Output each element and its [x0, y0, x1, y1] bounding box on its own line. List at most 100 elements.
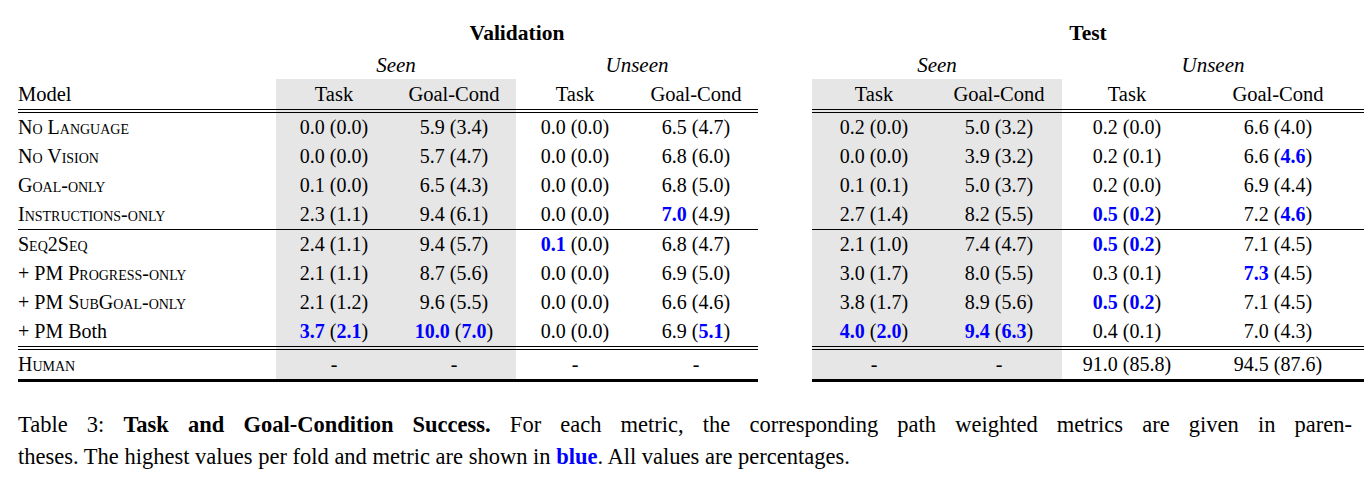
path-weighted-value: 5.7 — [457, 233, 482, 255]
model-label: + PM Progress-only — [18, 259, 276, 288]
metric-value: 10.0 — [415, 320, 450, 342]
metric-value: 2.1 — [300, 262, 325, 284]
path-weighted-value: 0.0 — [337, 174, 362, 196]
metric-cell: 7.4 (4.7) — [936, 230, 1062, 260]
path-weighted-value: 4.3 — [1281, 320, 1306, 342]
metric-value: 6.6 — [1244, 116, 1269, 138]
path-weighted-value: 4.7 — [699, 233, 724, 255]
metric-cell: 8.0 (5.5) — [936, 259, 1062, 288]
metric-value: 8.0 — [965, 262, 990, 284]
seen-subheader: Seen — [276, 51, 516, 79]
path-weighted-value: 1.2 — [337, 291, 362, 313]
metric-value: 0.0 — [300, 116, 325, 138]
table-row: 3.0 (1.7)8.0 (5.5)0.3 (0.1)7.3 (4.5) — [812, 259, 1364, 288]
metric-cell: 3.9 (3.2) — [936, 142, 1062, 171]
path-weighted-value: 1.4 — [877, 203, 902, 225]
results-tables: Validation Seen Unseen Model Task Goal-C… — [18, 12, 1372, 382]
table-row: + PM SubGoal-only2.1 (1.2)9.6 (5.5)0.0 (… — [18, 288, 758, 317]
metric-value: 9.4 — [965, 320, 990, 342]
metric-cell: 5.9 (3.4) — [392, 111, 516, 142]
metric-value: 0.1 — [300, 174, 325, 196]
path-weighted-value: 4.5 — [1281, 291, 1306, 313]
metric-value: 0.0 — [541, 116, 566, 138]
path-weighted-value: 5.0 — [699, 174, 724, 196]
metric-value: 0.0 — [300, 145, 325, 167]
paper-page: Validation Seen Unseen Model Task Goal-C… — [0, 0, 1372, 487]
path-weighted-value: 0.2 — [1130, 203, 1155, 225]
unseen-subheader: Unseen — [516, 51, 758, 79]
caption-body: . All values are percentages. — [597, 444, 849, 469]
metric-cell: 5.0 (3.2) — [936, 111, 1062, 142]
metric-value: 7.1 — [1244, 291, 1269, 313]
metric-cell: 3.0 (1.7) — [812, 259, 936, 288]
path-weighted-value: 7.0 — [462, 320, 487, 342]
path-weighted-value: 5.6 — [1002, 291, 1027, 313]
metric-value: 2.4 — [300, 233, 325, 255]
path-weighted-value: 0.0 — [578, 116, 603, 138]
metric-value: 6.6 — [662, 291, 687, 313]
path-weighted-value: 2.0 — [877, 320, 902, 342]
task-column-header: Task — [812, 79, 936, 111]
table-row: 0.0 (0.0)3.9 (3.2)0.2 (0.1)6.6 (4.6) — [812, 142, 1364, 171]
metric-value: 6.5 — [662, 116, 687, 138]
path-weighted-value: 3.7 — [1002, 174, 1027, 196]
task-column-header: Task — [1062, 79, 1192, 111]
metric-value: 8.2 — [965, 203, 990, 225]
subgroup-header-row: Seen Unseen — [18, 51, 758, 79]
group-header-row: Test — [812, 12, 1364, 51]
metric-cell: 9.4 (6.1) — [392, 200, 516, 230]
table-row: Seq2Seq2.4 (1.1)9.4 (5.7)0.1 (0.0)6.8 (4… — [18, 230, 758, 260]
path-weighted-value: 1.7 — [877, 262, 902, 284]
metric-value: 0.2 — [840, 116, 865, 138]
goal-cond-column-header: Goal-Cond — [392, 79, 516, 111]
path-weighted-value: 4.6 — [1281, 203, 1306, 225]
metric-value: 0.4 — [1093, 320, 1118, 342]
table-row: 2.7 (1.4)8.2 (5.5)0.5 (0.2)7.2 (4.6) — [812, 200, 1364, 230]
path-weighted-value: 0.0 — [578, 145, 603, 167]
metric-value: 6.9 — [1244, 174, 1269, 196]
path-weighted-value: 0.0 — [578, 262, 603, 284]
metric-value: 2.7 — [840, 203, 865, 225]
metric-cell: 7.0 (4.9) — [634, 200, 758, 230]
path-weighted-value: 0.0 — [337, 145, 362, 167]
metric-cell: 7.2 (4.6) — [1192, 200, 1364, 230]
table-row: 4.0 (2.0)9.4 (6.3)0.4 (0.1)7.0 (4.3) — [812, 317, 1364, 348]
metric-cell: 10.0 (7.0) — [392, 317, 516, 348]
caption-blue-word: blue — [556, 444, 597, 469]
path-weighted-value: 5.5 — [1002, 262, 1027, 284]
table-row: + PM Both3.7 (2.1)10.0 (7.0)0.0 (0.0)6.9… — [18, 317, 758, 348]
table-row: --91.0 (85.8)94.5 (87.6) — [812, 348, 1364, 381]
path-weighted-value: 0.0 — [877, 145, 902, 167]
table-row: 2.1 (1.0)7.4 (4.7)0.5 (0.2)7.1 (4.5) — [812, 230, 1364, 260]
path-weighted-value: 6.0 — [699, 145, 724, 167]
path-weighted-value: 4.5 — [1281, 262, 1306, 284]
metric-value: 6.8 — [662, 233, 687, 255]
metric-cell: 6.9 (5.1) — [634, 317, 758, 348]
metric-cell: 2.4 (1.1) — [276, 230, 392, 260]
metric-value: 3.0 — [840, 262, 865, 284]
metric-cell: 6.5 (4.3) — [392, 171, 516, 200]
metric-value: 7.2 — [1244, 203, 1269, 225]
metric-value: 7.1 — [1244, 233, 1269, 255]
metric-value: 6.6 — [1244, 145, 1269, 167]
path-weighted-value: 4.7 — [1002, 233, 1027, 255]
path-weighted-value: 87.6 — [1281, 353, 1316, 375]
path-weighted-value: 4.5 — [1281, 233, 1306, 255]
metric-cell: 0.1 (0.1) — [812, 171, 936, 200]
metric-cell: 0.2 (0.0) — [1062, 171, 1192, 200]
metric-cell: 0.0 (0.0) — [516, 259, 634, 288]
metric-value: 7.4 — [965, 233, 990, 255]
metric-cell: 9.4 (6.3) — [936, 317, 1062, 348]
metric-value: 0.0 — [541, 145, 566, 167]
test-tbody: 0.2 (0.0)5.0 (3.2)0.2 (0.0)6.6 (4.0)0.0 … — [812, 111, 1364, 381]
metric-cell: 6.6 (4.6) — [1192, 142, 1364, 171]
metric-cell: 6.9 (4.4) — [1192, 171, 1364, 200]
metric-value: 0.5 — [1093, 291, 1118, 313]
path-weighted-value: 1.1 — [337, 233, 362, 255]
metric-cell: - — [936, 348, 1062, 381]
caption-body: For each metric, the corresponding path … — [491, 412, 1352, 437]
model-column-header: Model — [18, 79, 276, 111]
metric-value: 6.8 — [662, 174, 687, 196]
metric-value: 0.3 — [1093, 262, 1118, 284]
path-weighted-value: 3.2 — [1002, 145, 1027, 167]
